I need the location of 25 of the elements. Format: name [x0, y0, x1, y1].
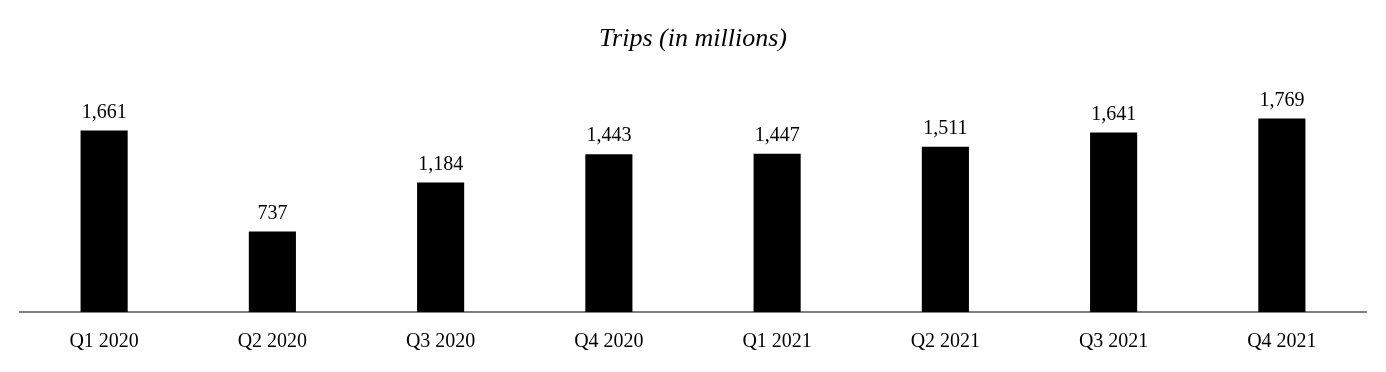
bar — [80, 130, 128, 312]
data-label: 1,511 — [923, 116, 968, 139]
data-label: 1,661 — [81, 99, 127, 122]
bar — [585, 154, 633, 312]
data-label: 1,447 — [754, 123, 800, 146]
x-tick-label: Q3 2021 — [1078, 329, 1149, 352]
x-tick-label: Q4 2020 — [574, 329, 644, 352]
x-tick-label: Q4 2021 — [1247, 329, 1317, 352]
bar — [248, 231, 296, 312]
bar — [1258, 118, 1306, 312]
data-label: 1,443 — [586, 123, 632, 146]
x-tick-label: Q2 2021 — [910, 329, 981, 352]
data-label: 1,769 — [1259, 87, 1305, 110]
x-tick-label: Q1 2020 — [69, 329, 139, 352]
x-tick-label: Q3 2020 — [405, 329, 476, 352]
x-tick-label: Q2 2020 — [237, 329, 308, 352]
data-label: 1,184 — [418, 151, 464, 174]
data-label: 1,641 — [1091, 101, 1137, 124]
bar — [417, 182, 465, 312]
x-tick-label: Q1 2021 — [742, 329, 812, 352]
chart-title: Trips (in millions) — [599, 23, 787, 53]
bar — [1090, 132, 1138, 312]
bar — [753, 153, 801, 312]
bar — [921, 146, 969, 312]
data-label: 737 — [257, 200, 288, 223]
